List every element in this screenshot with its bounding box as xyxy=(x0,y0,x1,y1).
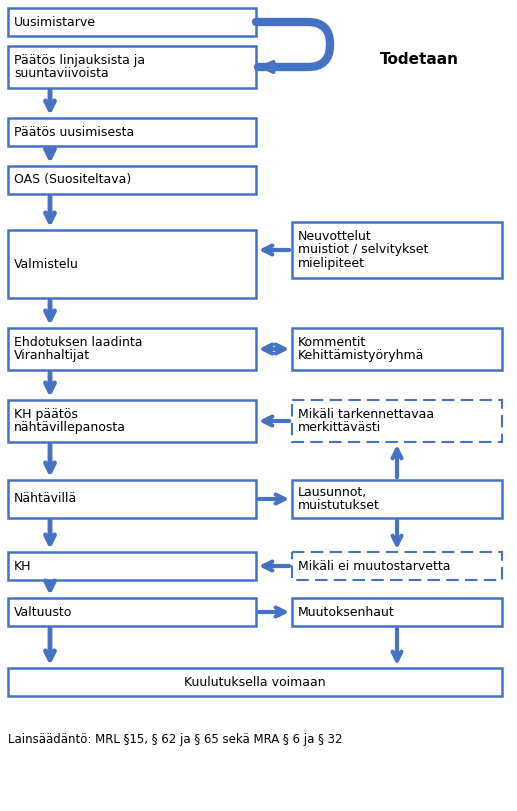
Bar xyxy=(8,328,256,370)
Bar xyxy=(8,166,256,194)
Text: Kuulutuksella voimaan: Kuulutuksella voimaan xyxy=(184,676,326,689)
Text: Mikäli tarkennettavaa: Mikäli tarkennettavaa xyxy=(298,408,434,421)
Bar xyxy=(8,480,256,518)
Text: Todetaan: Todetaan xyxy=(380,53,459,67)
Bar xyxy=(292,598,502,626)
Text: Viranhaltijat: Viranhaltijat xyxy=(14,350,90,363)
Text: Kehittämistyöryhmä: Kehittämistyöryhmä xyxy=(298,350,424,363)
Text: OAS (Suositeltava): OAS (Suositeltava) xyxy=(14,174,131,187)
Bar xyxy=(8,598,256,626)
Text: nähtävillepanosta: nähtävillepanosta xyxy=(14,421,126,434)
Text: Lainsäädäntö: MRL §15, § 62 ja § 65 sekä MRA § 6 ja § 32: Lainsäädäntö: MRL §15, § 62 ja § 65 sekä… xyxy=(8,733,342,746)
Text: Uusimistarve: Uusimistarve xyxy=(14,15,96,28)
Bar xyxy=(8,400,256,442)
Text: KH: KH xyxy=(14,560,32,573)
Text: KH päätös: KH päätös xyxy=(14,408,78,421)
Text: Ehdotuksen laadinta: Ehdotuksen laadinta xyxy=(14,336,143,349)
Text: Päätös linjauksista ja: Päätös linjauksista ja xyxy=(14,54,145,67)
Bar xyxy=(8,8,256,36)
Bar xyxy=(292,480,502,518)
Bar xyxy=(292,222,502,278)
Text: Valmistelu: Valmistelu xyxy=(14,258,79,271)
Text: Nähtävillä: Nähtävillä xyxy=(14,492,77,505)
Text: Kommentit: Kommentit xyxy=(298,336,366,349)
Text: Valtuusto: Valtuusto xyxy=(14,606,72,619)
Text: Neuvottelut: Neuvottelut xyxy=(298,230,372,243)
Text: muistutukset: muistutukset xyxy=(298,500,380,513)
Text: Muutoksenhaut: Muutoksenhaut xyxy=(298,606,395,619)
Text: merkittävästi: merkittävästi xyxy=(298,421,381,434)
Text: mielipiteet: mielipiteet xyxy=(298,257,365,270)
Text: suuntaviivoista: suuntaviivoista xyxy=(14,67,109,80)
Bar xyxy=(8,46,256,88)
Text: Mikäli ei muutostarvetta: Mikäli ei muutostarvetta xyxy=(298,560,450,573)
Bar xyxy=(8,668,502,696)
Text: Päätös uusimisesta: Päätös uusimisesta xyxy=(14,126,134,139)
Bar xyxy=(292,552,502,580)
Bar xyxy=(292,400,502,442)
Bar xyxy=(8,230,256,298)
Bar xyxy=(8,552,256,580)
Bar xyxy=(8,118,256,146)
Bar xyxy=(292,328,502,370)
Text: muistiot / selvitykset: muistiot / selvitykset xyxy=(298,243,429,256)
Text: Lausunnot,: Lausunnot, xyxy=(298,486,367,499)
